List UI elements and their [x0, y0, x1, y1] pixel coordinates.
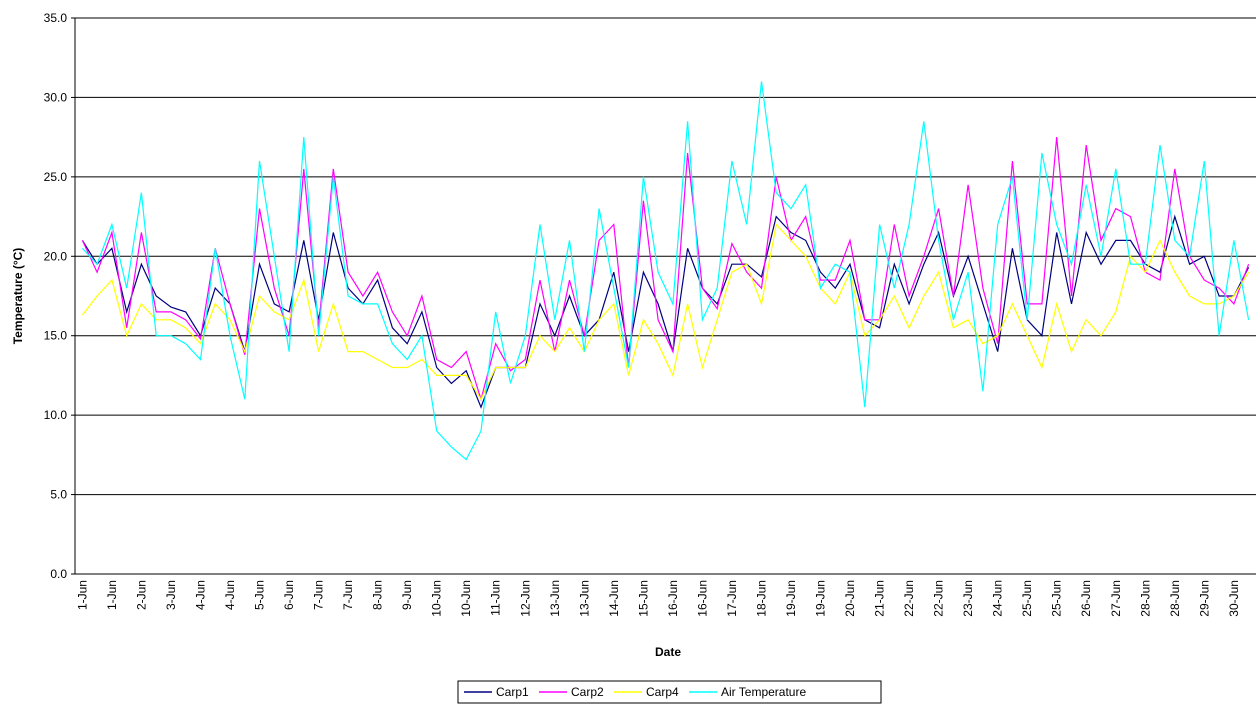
- y-tick-label: 25.0: [44, 170, 68, 184]
- x-tick-label: 13-Jun: [548, 580, 562, 617]
- x-tick-label: 17-Jun: [725, 580, 739, 617]
- x-tick-label: 24-Jun: [991, 580, 1005, 617]
- x-tick-label: 18-Jun: [754, 580, 768, 617]
- x-tick-label: 25-Jun: [1020, 580, 1034, 617]
- x-tick-label: 22-Jun: [932, 580, 946, 617]
- x-tick-label: 27-Jun: [1109, 580, 1123, 617]
- x-tick-label: 4-Jun: [223, 580, 237, 610]
- x-tick-label: 1-Jun: [75, 580, 89, 610]
- x-tick-label: 26-Jun: [1079, 580, 1093, 617]
- x-tick-label: 10-Jun: [430, 580, 444, 617]
- x-tick-label: 9-Jun: [400, 580, 414, 610]
- x-tick-label: 2-Jun: [134, 580, 148, 610]
- y-axis-title: Temperature (°C): [11, 248, 25, 345]
- x-tick-label: 14-Jun: [607, 580, 621, 617]
- x-tick-label: 7-Jun: [341, 580, 355, 610]
- x-tick-label: 16-Jun: [666, 580, 680, 617]
- series-line: [81, 223, 1250, 401]
- legend-label: Carp4: [646, 685, 679, 699]
- legend-label: Air Temperature: [721, 685, 806, 699]
- series-line: [81, 137, 1250, 402]
- legend-label: Carp2: [571, 685, 604, 699]
- legend-label: Carp1: [496, 685, 529, 699]
- y-tick-label: 0.0: [50, 567, 67, 581]
- x-tick-label: 23-Jun: [961, 580, 975, 617]
- x-axis-title: Date: [655, 645, 681, 659]
- x-tick-label: 29-Jun: [1197, 580, 1211, 617]
- x-tick-label: 4-Jun: [193, 580, 207, 610]
- x-tick-label: 6-Jun: [282, 580, 296, 610]
- y-tick-label: 5.0: [50, 488, 67, 502]
- x-tick-label: 7-Jun: [312, 580, 326, 610]
- x-tick-label: 13-Jun: [577, 580, 591, 617]
- x-tick-label: 10-Jun: [459, 580, 473, 617]
- y-tick-label: 10.0: [44, 408, 68, 422]
- y-tick-label: 30.0: [44, 90, 68, 104]
- x-tick-label: 15-Jun: [636, 580, 650, 617]
- x-tick-label: 30-Jun: [1227, 580, 1241, 617]
- x-tick-label: 21-Jun: [873, 580, 887, 617]
- y-tick-label: 15.0: [44, 329, 68, 343]
- series-line: [81, 214, 1250, 409]
- x-tick-label: 25-Jun: [1050, 580, 1064, 617]
- x-tick-label: 5-Jun: [253, 580, 267, 610]
- y-tick-label: 20.0: [44, 249, 68, 263]
- x-tick-label: 8-Jun: [371, 580, 385, 610]
- x-tick-label: 1-Jun: [105, 580, 119, 610]
- series-line: [81, 81, 1250, 461]
- x-tick-label: 28-Jun: [1168, 580, 1182, 617]
- x-tick-label: 20-Jun: [843, 580, 857, 617]
- x-tick-label: 16-Jun: [695, 580, 709, 617]
- x-tick-label: 11-Jun: [489, 580, 503, 616]
- x-tick-label: 28-Jun: [1138, 580, 1152, 617]
- x-tick-label: 19-Jun: [784, 580, 798, 617]
- x-tick-label: 22-Jun: [902, 580, 916, 617]
- x-tick-label: 19-Jun: [814, 580, 828, 617]
- x-tick-label: 12-Jun: [518, 580, 532, 617]
- y-tick-label: 35.0: [44, 11, 68, 25]
- legend-box: [457, 680, 882, 704]
- x-tick-label: 3-Jun: [164, 580, 178, 610]
